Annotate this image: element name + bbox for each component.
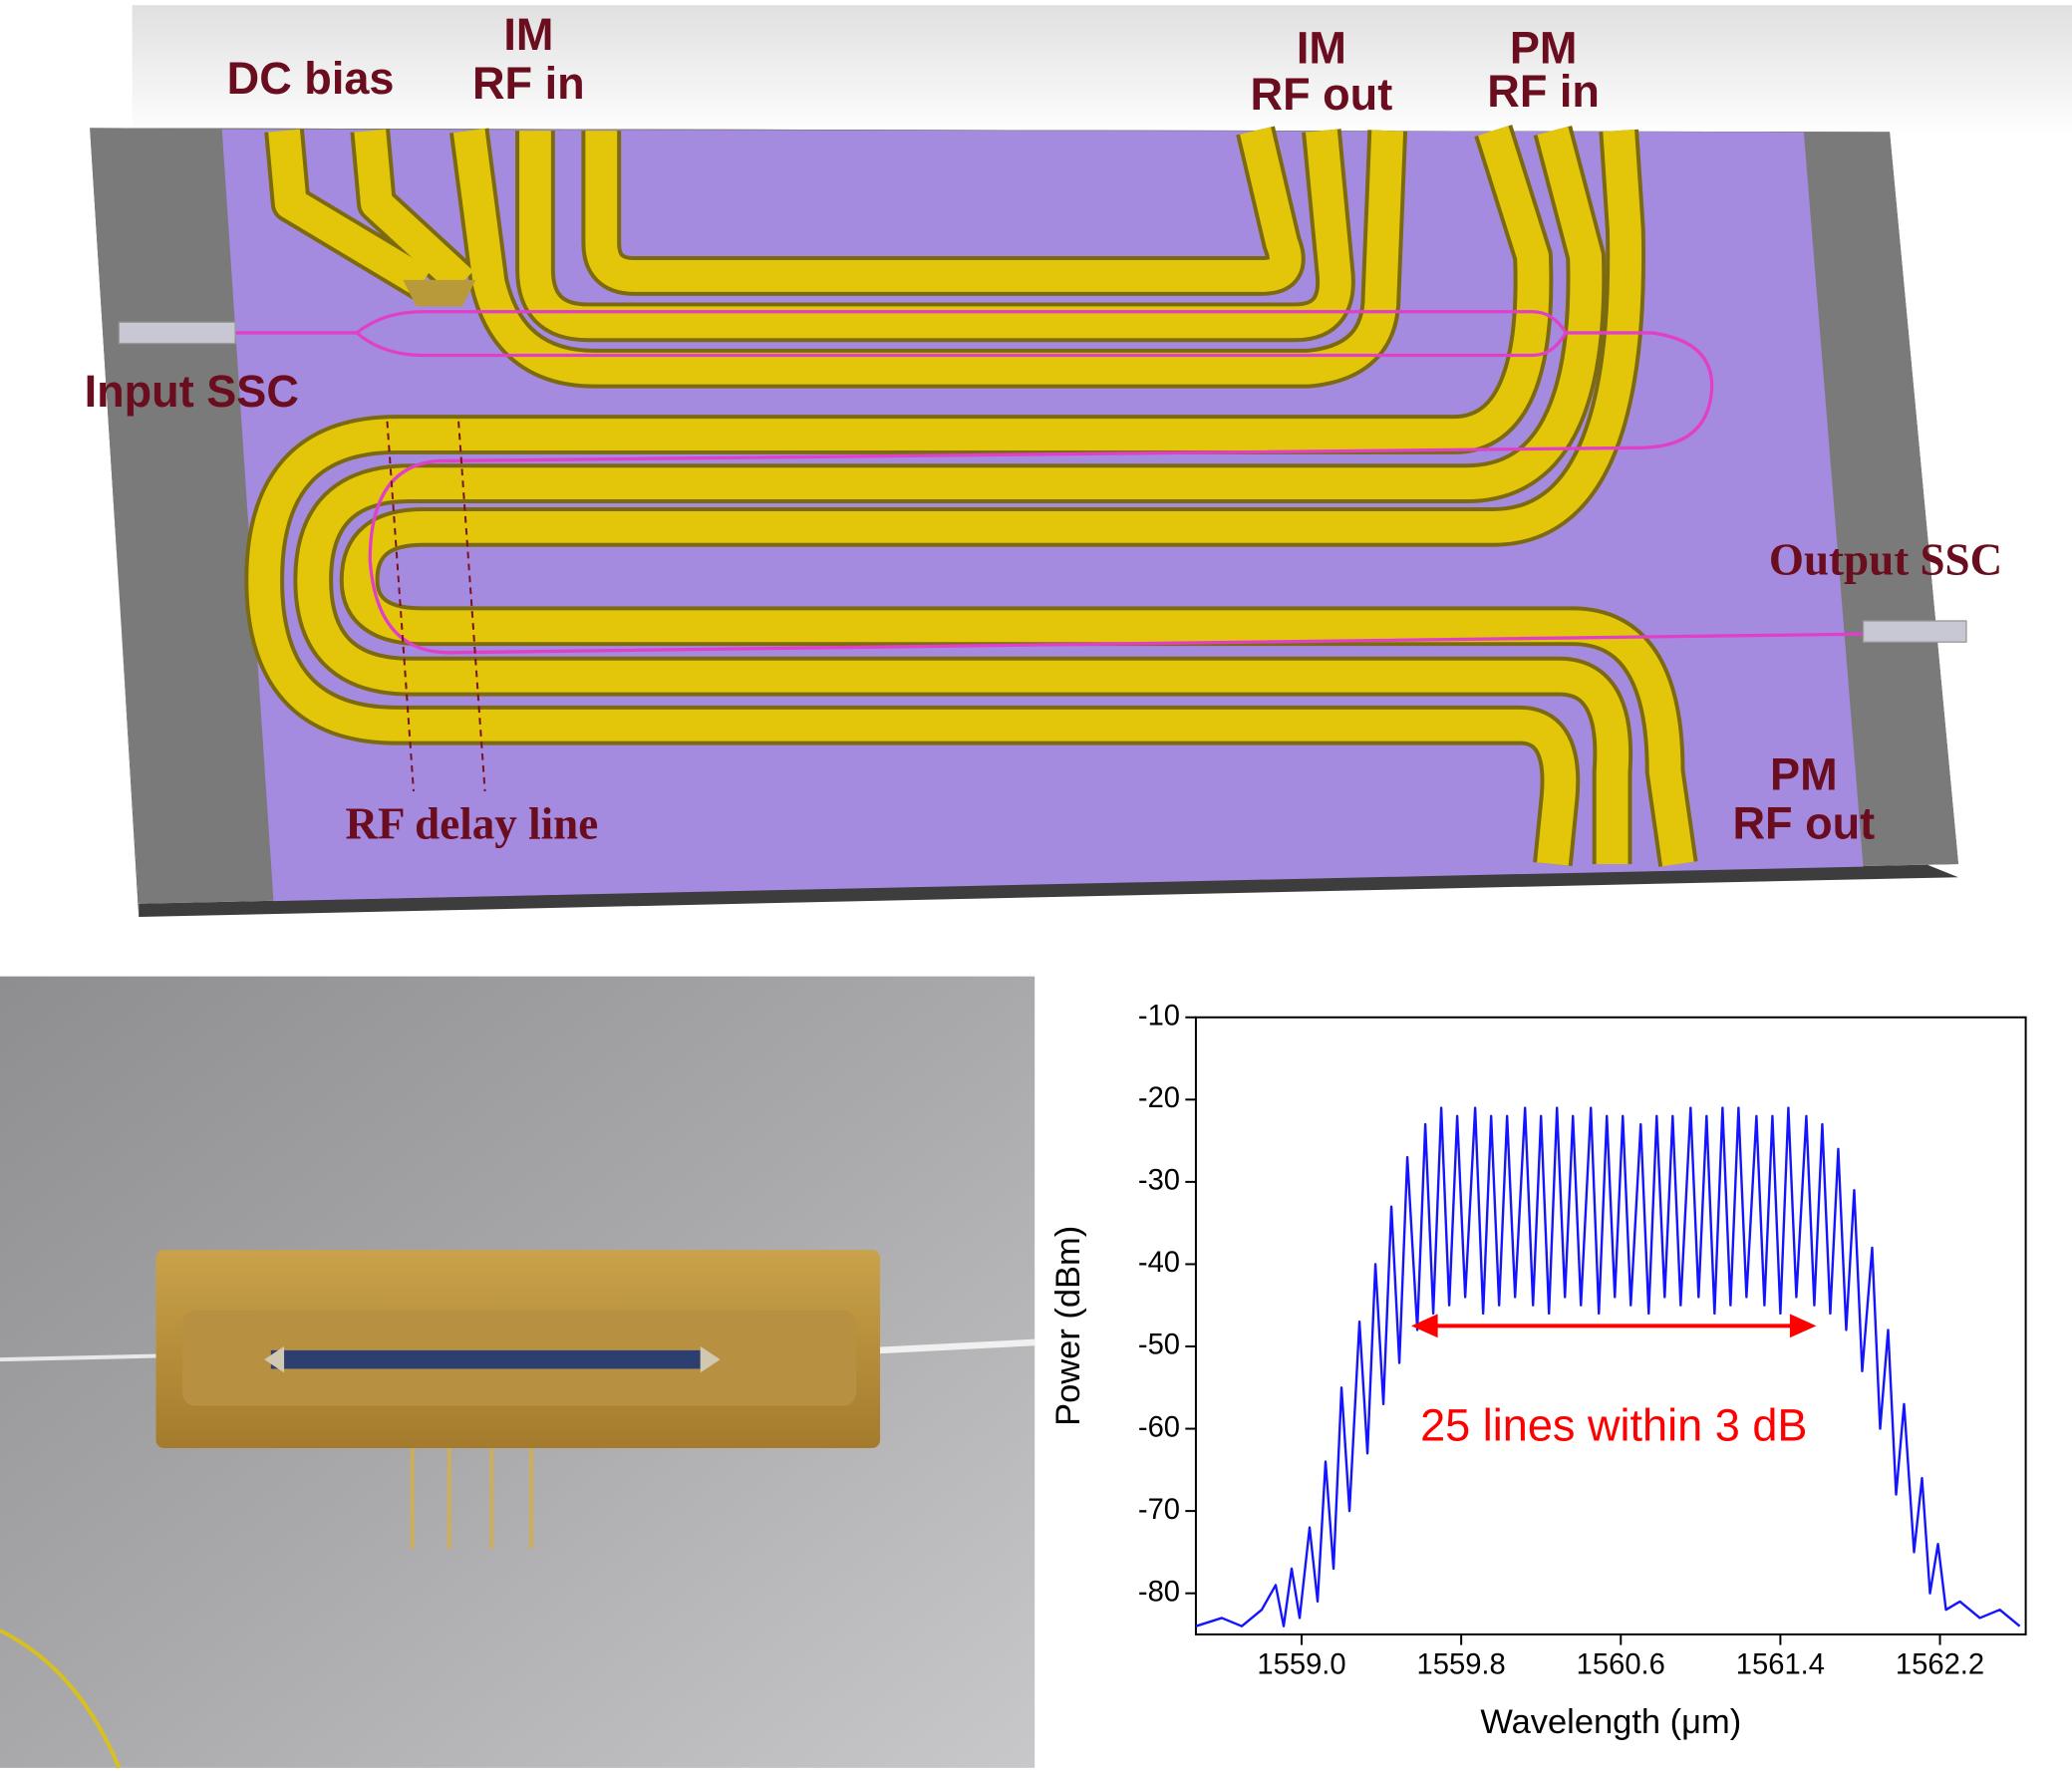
x-tick-label: 1561.4	[1736, 1648, 1825, 1680]
diagram-label: PM	[1770, 749, 1838, 800]
y-tick-label: -30	[1138, 1165, 1180, 1197]
spectrum-line	[1195, 1106, 2021, 1627]
y-tick-label: -10	[1138, 1000, 1180, 1032]
x-tick-label: 1562.2	[1896, 1648, 1984, 1680]
diagram-label: IM	[503, 9, 553, 60]
y-tick-label: -70	[1138, 1494, 1180, 1526]
arrow-head	[1411, 1314, 1438, 1338]
y-tick-label: -60	[1138, 1411, 1180, 1443]
x-tick-label: 1559.8	[1417, 1648, 1506, 1680]
x-tick-label: 1560.6	[1577, 1648, 1665, 1680]
y-tick-label: -50	[1138, 1330, 1180, 1361]
y-tick-label: -80	[1138, 1576, 1180, 1608]
diagram-label: RF in	[1487, 66, 1600, 117]
diagram-label: Input SSC	[85, 366, 299, 417]
diagram-label: PM	[1510, 22, 1578, 73]
diagram-label: RF delay line	[345, 799, 598, 849]
diagram-label: RF out	[1732, 798, 1875, 849]
diagram-label: RF out	[1251, 69, 1393, 120]
diagram-label: IM	[1297, 22, 1346, 73]
backdrop	[132, 5, 2072, 138]
output-ssc	[1862, 620, 1967, 643]
waveguide	[119, 310, 1956, 655]
y-axis-label: Power (dBm)	[1049, 1226, 1087, 1426]
electrodes	[244, 125, 1698, 867]
input-ssc	[118, 321, 236, 345]
delay-markers	[386, 421, 486, 792]
x-axis-label: Wavelength (μm)	[1480, 1703, 1741, 1741]
diagram-label: Output SSC	[1769, 534, 2002, 584]
diagram-label: RF in	[472, 58, 585, 109]
y-tick-label: -20	[1138, 1082, 1180, 1114]
package-photo	[0, 976, 1036, 1769]
annotation-text: 25 lines within 3 dB	[1420, 1400, 1807, 1451]
x-tick-label: 1559.0	[1257, 1648, 1345, 1680]
diagram-label: DC bias	[227, 53, 395, 104]
y-tick-label: -40	[1138, 1247, 1180, 1279]
arrow-head	[1789, 1314, 1817, 1338]
spectrum-chart: -10 -20 -30 -40 -50 -60 -70 -80 1559.0 1559.8 1560…	[1049, 1000, 2027, 1741]
